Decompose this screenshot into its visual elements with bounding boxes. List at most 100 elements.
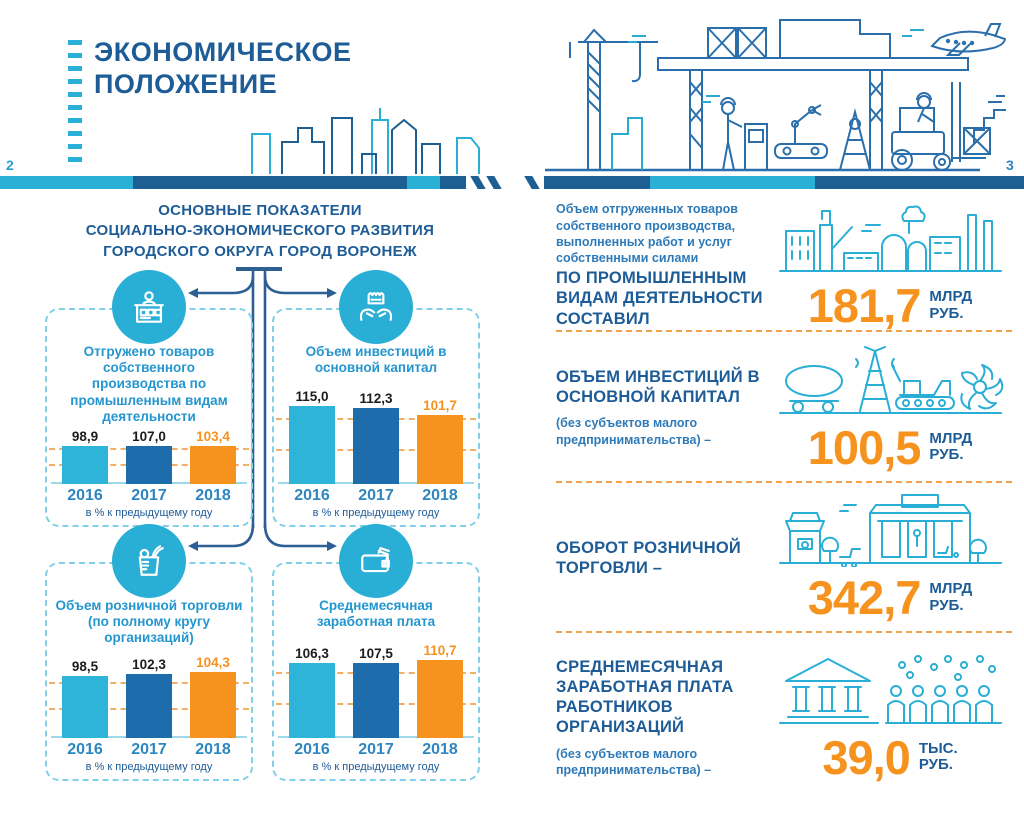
stat-row: ОБОРОТ РОЗНИЧНОЙ ТОРГОВЛИ – 342,7 МЛРД Р… bbox=[556, 483, 1012, 633]
bar-rect bbox=[289, 406, 335, 484]
bar-2018: 104,3 bbox=[190, 651, 236, 738]
stat-unit1: МЛРД bbox=[929, 580, 973, 597]
hands-factory-icon bbox=[339, 270, 413, 344]
stat-unit2: РУБ. bbox=[929, 446, 964, 463]
industry-machinery-icon bbox=[778, 343, 1003, 422]
stat-value: 39,0 bbox=[822, 730, 910, 784]
bar-2017: 102,3 bbox=[126, 651, 172, 738]
stat-unit2: РУБ. bbox=[929, 596, 964, 614]
stat-value: 181,7 bbox=[807, 279, 922, 332]
chart-note: в % к предыдущему году bbox=[312, 761, 440, 773]
stat-value: 100,5 bbox=[807, 420, 922, 474]
bar-rect bbox=[62, 445, 108, 484]
bank-people-icon bbox=[778, 653, 1003, 732]
key-stats-panel: Объем отгруженных товаров собственного п… bbox=[556, 197, 1012, 800]
divider-slash-2 bbox=[486, 176, 502, 189]
bar-rect bbox=[190, 672, 236, 738]
x-axis-label: 2016 bbox=[294, 487, 330, 504]
chart-title: Среднемесячная заработная плата bbox=[316, 598, 436, 630]
stat-value-column: 100,5 МЛРД РУБ. bbox=[768, 343, 1012, 471]
bar-2017: 112,3 bbox=[353, 380, 399, 484]
bar-2018: 103,4 bbox=[190, 429, 236, 484]
stat-text: СРЕДНЕМЕСЯЧНАЯ ЗАРАБОТНАЯ ПЛАТА РАБОТНИК… bbox=[556, 655, 768, 778]
divider-bar-right-cyan bbox=[650, 176, 815, 189]
x-axis-label: 2018 bbox=[422, 741, 458, 758]
stat-heading: ОБОРОТ РОЗНИЧНОЙ ТОРГОВЛИ – bbox=[556, 538, 741, 577]
page-number-left: 2 bbox=[6, 157, 14, 173]
x-axis-label: 2018 bbox=[195, 487, 231, 504]
x-axis-label: 2016 bbox=[294, 741, 330, 758]
bar-2018: 110,7 bbox=[417, 634, 463, 738]
bar-value-label: 103,4 bbox=[196, 428, 230, 444]
page-title-line2: ПОЛОЖЕНИЕ bbox=[94, 69, 278, 100]
chart-title: Отгружено товаров собственного производс… bbox=[70, 344, 228, 424]
bar-rect bbox=[190, 445, 236, 484]
production-counter-icon bbox=[112, 270, 186, 344]
section-heading-line3: ГОРОДСКОГО ОКРУГА ГОРОД ВОРОНЕЖ bbox=[103, 242, 417, 260]
bar-rect bbox=[62, 676, 108, 738]
x-axis-label: 2017 bbox=[131, 487, 167, 504]
city-skyline-icon bbox=[251, 108, 480, 174]
bar-value-label: 104,3 bbox=[196, 655, 230, 671]
stat-text: Объем отгруженных товаров собственного п… bbox=[556, 201, 768, 328]
stat-value: 342,7 bbox=[807, 571, 922, 624]
stat-heading: СРЕДНЕМЕСЯЧНАЯ ЗАРАБОТНАЯ ПЛАТА РАБОТНИК… bbox=[556, 658, 734, 737]
divider-slash-1 bbox=[470, 176, 486, 189]
bar-rect bbox=[126, 673, 172, 738]
industrial-scene-illustration bbox=[545, 19, 1007, 172]
section-heading-line1: ОСНОВНЫЕ ПОКАЗАТЕЛИ bbox=[158, 202, 362, 219]
divider-bar-left-accent bbox=[407, 176, 440, 189]
chart-block: Отгружено товаров собственного производс… bbox=[45, 270, 253, 527]
dash-column-decoration bbox=[68, 40, 82, 168]
x-axis-label: 2016 bbox=[67, 487, 103, 504]
stat-unit1: ТЫС. bbox=[918, 739, 958, 757]
x-axis-labels: 2016 2017 2018 bbox=[55, 487, 243, 505]
section-heading-line2: СОЦИАЛЬНО-ЭКОНОМИЧЕСКОГО РАЗВИТИЯ bbox=[85, 222, 435, 240]
bar-value-label: 98,5 bbox=[71, 659, 99, 675]
stat-heading: ОБЪЕМ ИНВЕСТИЦИЙ В ОСНОВНОЙ КАПИТАЛ bbox=[556, 368, 760, 407]
stat-value-column: 181,7 МЛРД РУБ. bbox=[768, 201, 1012, 329]
chart-title: Объем розничной торговли (по полному кру… bbox=[55, 598, 243, 646]
bar-value-label: 115,0 bbox=[295, 389, 329, 405]
divider-bar-left-cyan bbox=[0, 176, 133, 189]
stat-unit2: РУБ. bbox=[929, 304, 964, 322]
bar-value-label: 112,3 bbox=[359, 391, 393, 407]
grocery-bag-icon bbox=[112, 524, 186, 598]
section-heading: ОСНОВНЫЕ ПОКАЗАТЕЛИ СОЦИАЛЬНО-ЭКОНОМИЧЕС… bbox=[40, 201, 480, 262]
stat-unit2: РУБ. bbox=[918, 756, 953, 773]
stat-subnote: (без субъектов малого предпринимательств… bbox=[556, 416, 712, 447]
x-axis-labels: 2016 2017 2018 bbox=[282, 487, 470, 505]
divider-bar-right-navy2 bbox=[815, 176, 1024, 189]
factory-skyline-icon bbox=[778, 201, 1003, 280]
bar-rect bbox=[417, 415, 463, 484]
bar-rect bbox=[353, 408, 399, 484]
x-axis-label: 2018 bbox=[195, 741, 231, 758]
bar-value-label: 106,3 bbox=[295, 646, 329, 662]
stat-unit1: МЛРД bbox=[929, 288, 973, 305]
x-axis-labels: 2016 2017 2018 bbox=[55, 741, 243, 759]
stat-text: ОБОРОТ РОЗНИЧНОЙ ТОРГОВЛИ – bbox=[556, 536, 768, 578]
chart-note: в % к предыдущему году bbox=[312, 507, 440, 519]
chart-plot: 98,5 102,3 104,3 bbox=[49, 651, 249, 739]
x-axis-labels: 2016 2017 2018 bbox=[282, 741, 470, 759]
bar-rect bbox=[353, 662, 399, 738]
stat-text: ОБЪЕМ ИНВЕСТИЦИЙ В ОСНОВНОЙ КАПИТАЛ (без… bbox=[556, 365, 768, 448]
chart-note: в % к предыдущему году bbox=[85, 761, 213, 773]
chart-plot: 115,0 112,3 101,7 bbox=[276, 380, 476, 484]
bar-rect bbox=[289, 663, 335, 738]
x-axis-label: 2017 bbox=[131, 741, 167, 758]
bar-2016: 115,0 bbox=[289, 380, 335, 484]
x-axis-label: 2018 bbox=[422, 487, 458, 504]
bar-rect bbox=[417, 660, 463, 738]
bar-value-label: 101,7 bbox=[423, 398, 457, 414]
bar-2016: 98,5 bbox=[62, 651, 108, 738]
bar-value-label: 107,5 bbox=[359, 645, 393, 661]
x-axis-label: 2016 bbox=[67, 741, 103, 758]
bar-value-label: 102,3 bbox=[132, 656, 166, 672]
bar-2017: 107,0 bbox=[126, 429, 172, 484]
page-number-right: 3 bbox=[1006, 157, 1014, 173]
stat-row: Объем отгруженных товаров собственного п… bbox=[556, 197, 1012, 332]
page-title: ЭКОНОМИЧЕСКОЕ ПОЛОЖЕНИЕ bbox=[94, 36, 352, 101]
retail-store-icon bbox=[778, 493, 1003, 572]
